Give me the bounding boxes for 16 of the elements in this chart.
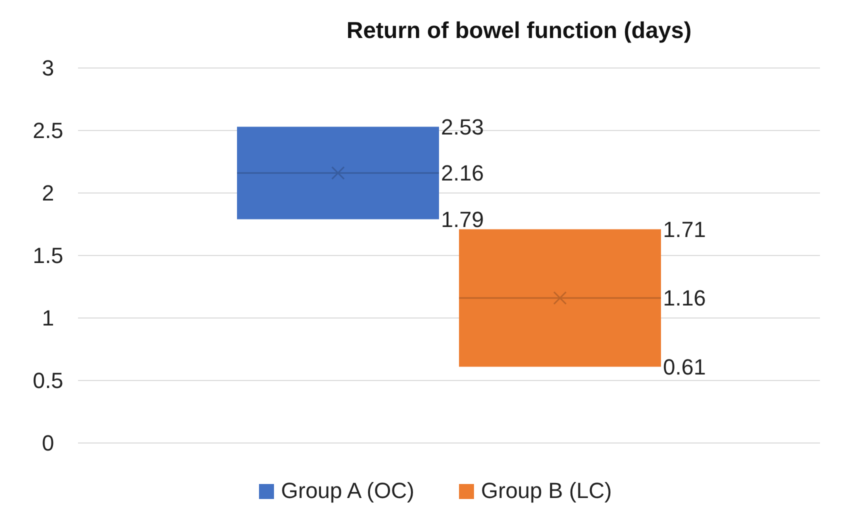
annotation: 1.71 (663, 216, 706, 242)
annotation: 1.16 (663, 286, 706, 311)
chart-title: Return of bowel function (days) (346, 17, 692, 43)
y-tick-label: 1.5 (32, 243, 64, 268)
y-tick-label: 0.5 (32, 368, 64, 394)
annotation: 1.79 (441, 206, 484, 232)
y-tick-label: 2 (42, 180, 54, 206)
legend-label: Group A (OC) (281, 478, 414, 503)
annotation: 0.61 (663, 354, 706, 380)
y-tick-label: 3 (42, 56, 54, 81)
annotation: 2.16 (441, 160, 484, 186)
legend-label: Group B (LC) (481, 478, 612, 503)
y-tick-label: 0 (42, 430, 54, 456)
y-tick-label: 1 (42, 306, 54, 331)
annotation: 2.53 (441, 114, 484, 140)
y-tick-label: 2.5 (32, 118, 64, 144)
